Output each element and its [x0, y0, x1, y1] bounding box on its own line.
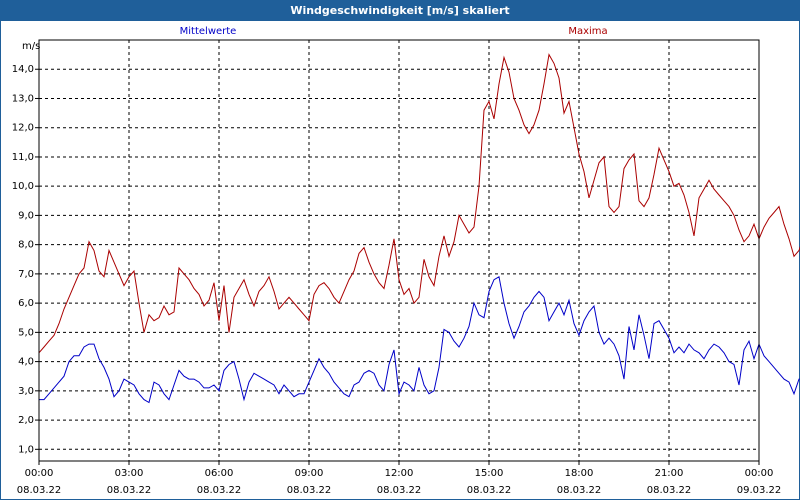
- y-axis-label: m/s: [22, 41, 40, 52]
- y-tick-label: 11,0: [12, 152, 34, 163]
- axes: 1,0 2,0 3,0 4,0 5,0 6,0 7,0 8,0 9,0 10,0 11,0 12,0 1…: [12, 39, 782, 496]
- plot-frame: [38, 39, 760, 462]
- y-tick-label: 14,0: [12, 64, 34, 75]
- y-tick-label: 3,0: [18, 386, 34, 397]
- x-tick-time: 18:00: [565, 468, 594, 479]
- grid: [39, 40, 759, 461]
- x-tick-date: 08.03.22: [17, 485, 62, 496]
- y-tick-label: 13,0: [12, 93, 34, 104]
- series-lines: [38, 53, 800, 404]
- series-line-mittelwerte: [39, 276, 800, 404]
- y-tick-label: 8,0: [18, 240, 34, 251]
- x-tick-time: 06:00: [205, 468, 234, 479]
- legend-mittelwerte: Mittelwerte: [180, 26, 237, 37]
- y-tick-label: 4,0: [18, 357, 34, 368]
- x-tick-date: 09.03.22: [737, 485, 782, 496]
- y-tick-label: 12,0: [12, 123, 34, 134]
- x-tick-date: 08.03.22: [107, 485, 152, 496]
- series-line-maxima: [38, 53, 800, 354]
- y-tick-label: 2,0: [18, 415, 34, 426]
- x-tick-time: 00:00: [745, 468, 774, 479]
- x-tick-date: 08.03.22: [287, 485, 332, 496]
- y-tick-label: 9,0: [18, 210, 34, 221]
- x-tick-time: 03:00: [115, 468, 144, 479]
- y-tick-label: 7,0: [18, 269, 34, 280]
- y-tick-label: 5,0: [18, 327, 34, 338]
- x-tick-time: 15:00: [475, 468, 504, 479]
- y-tick-label: 6,0: [18, 298, 34, 309]
- chart-title: Windgeschwindigkeit [m/s] skaliert: [1, 1, 799, 21]
- y-tick-label: 1,0: [18, 444, 34, 455]
- x-tick-date: 08.03.22: [467, 485, 512, 496]
- x-tick-time: 12:00: [385, 468, 414, 479]
- x-tick-date: 08.03.22: [647, 485, 692, 496]
- x-tick-date: 08.03.22: [197, 485, 242, 496]
- x-tick-time: 00:00: [25, 468, 54, 479]
- y-tick-label: 10,0: [12, 181, 34, 192]
- x-tick-time: 09:00: [295, 468, 324, 479]
- legend-maxima: Maxima: [568, 26, 607, 37]
- x-tick-date: 08.03.22: [377, 485, 422, 496]
- x-tick-date: 08.03.22: [557, 485, 602, 496]
- x-tick-time: 21:00: [655, 468, 684, 479]
